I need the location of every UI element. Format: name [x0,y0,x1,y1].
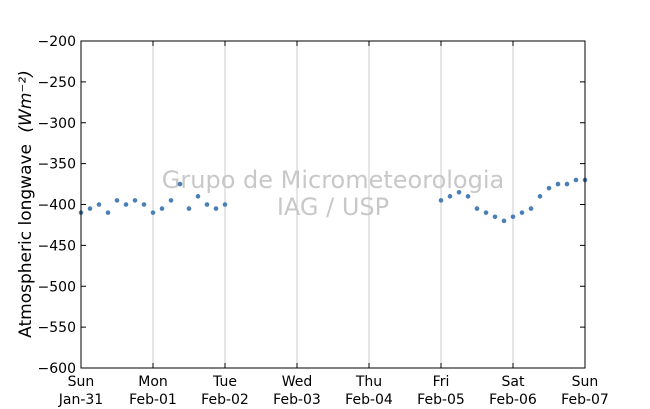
watermark-line-2: IAG / USP [277,193,389,221]
y-tick-label: −450 [38,238,76,254]
y-axis-label-unit: (Wm⁻²) [16,70,36,132]
data-point [132,198,138,203]
y-tick-label: −400 [38,198,76,214]
data-point [510,214,516,220]
data-point [96,202,102,207]
data-point [555,181,561,187]
data-point [465,194,471,199]
y-tick-label: −200 [38,34,76,50]
y-tick-label: −550 [38,320,76,336]
x-tick-day: Sat [502,374,525,390]
data-point [114,198,120,203]
data-point [159,206,165,211]
data-point [519,210,525,215]
data-point [195,194,201,199]
x-tick-date: Feb-01 [129,392,177,408]
x-tick-date: Jan-31 [58,392,103,408]
data-point [501,218,507,224]
y-axis: −200 −250 −300 −350 −400 −450 −500 −550 −600 [38,34,585,377]
x-tick-day: Sun [572,374,599,390]
y-axis-label: Atmospheric longwave (Wm⁻²) [16,70,36,338]
grid [152,41,514,368]
x-tick-date: Feb-03 [273,392,321,408]
x-axis: Sun Jan-31 Mon Feb-01 Tue Feb-02 Wed Feb-03 Thu F… [58,41,609,408]
x-tick-day: Sun [68,374,95,390]
x-tick-day: Wed [282,374,313,390]
data-point [105,210,111,215]
y-tick-label: −300 [38,116,76,132]
data-point [141,202,147,207]
y-tick-label: −600 [38,361,76,377]
data-point [204,202,210,207]
x-tick-date: Feb-04 [345,392,393,408]
data-point [87,206,93,211]
data-point [492,214,498,220]
data-point [222,202,228,207]
data-point [528,206,534,211]
watermark: Grupo de Micrometeorologia IAG / USP [162,166,504,221]
data-point [537,194,543,199]
data-point [564,181,570,187]
x-tick-day: Mon [138,374,168,390]
data-point [573,177,579,183]
data-point [123,202,129,207]
data-point [546,185,552,191]
y-axis-label-text: Atmospheric longwave [16,144,36,338]
data-point [168,198,174,203]
x-tick-day: Tue [212,374,237,390]
data-point [447,194,453,199]
data-point [186,206,192,211]
data-point [177,181,183,187]
y-tick-label: −500 [38,279,76,295]
data-point [474,206,480,211]
data-point [438,198,444,203]
x-tick-date: Feb-07 [561,392,609,408]
data-point [150,210,156,215]
data-point [456,189,462,195]
x-tick-date: Feb-02 [201,392,249,408]
x-tick-date: Feb-06 [489,392,537,408]
x-tick-day: Fri [433,374,450,390]
data-point [213,206,219,211]
watermark-line-1: Grupo de Micrometeorologia [162,166,504,194]
y-tick-label: −250 [38,75,76,91]
y-tick-label: −350 [38,157,76,173]
x-tick-day: Thu [355,374,382,390]
data-points [78,177,588,224]
x-tick-date: Feb-05 [417,392,465,408]
data-point [483,210,489,215]
